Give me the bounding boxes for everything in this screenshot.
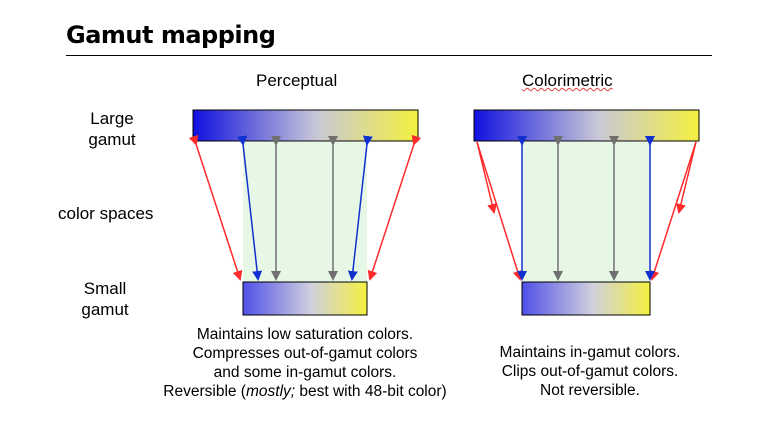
large-gamut-label: Large gamut [72, 108, 152, 150]
colorimetric-caption-line1: Maintains in-gamut colors. [499, 344, 681, 361]
colorimetric-red-arrow-inner-right [649, 141, 697, 281]
colorimetric-in-gamut-region [522, 142, 650, 282]
colorimetric-caption: Maintains in-gamut colors. Clips out-of-… [470, 343, 710, 400]
colorimetric-heading: Colorimetric [522, 70, 613, 91]
small-gamut-line2: gamut [81, 300, 129, 319]
perceptual-diagram [188, 109, 422, 316]
large-gamut-line1: Large [90, 109, 134, 128]
colorimetric-red-arrow-outer-right [676, 141, 697, 214]
small-gamut-label: Small gamut [75, 278, 135, 320]
perceptual-blue-arrow-right [347, 135, 373, 281]
perceptual-small-gamut-bar [242, 281, 368, 316]
perceptual-large-gamut-bar [192, 109, 419, 142]
small-gamut-line1: Small [83, 279, 127, 298]
colorimetric-small-gamut-bar [521, 281, 651, 316]
large-gamut-line2: gamut [88, 130, 136, 149]
perceptual-caption-line4-prefix: Reversible ( [163, 383, 246, 400]
title-divider [66, 55, 712, 56]
colorimetric-red-arrow-inner-left [476, 141, 523, 281]
colorimetric-caption-line3: Not reversible. [540, 382, 640, 399]
perceptual-caption-line3: and some in-gamut colors. [213, 364, 397, 381]
perceptual-caption-line2: Compresses out-of-gamut colors [192, 345, 418, 362]
perceptual-caption-line4-suffix: best with 48-bit color) [295, 383, 447, 400]
perceptual-red-arrow-right [367, 134, 422, 281]
colorimetric-large-gamut-bar [473, 109, 700, 142]
colorimetric-caption-line2: Clips out-of-gamut colors. [501, 363, 679, 380]
perceptual-caption-line4-italic: mostly; [245, 383, 296, 400]
colorimetric-heading-text: Colorimetric [522, 71, 613, 90]
color-spaces-label: color spaces [58, 204, 154, 223]
colorimetric-red-arrow-outer-left [476, 141, 497, 214]
perceptual-red-arrow-left [188, 134, 243, 281]
colorimetric-diagram [473, 109, 700, 316]
slide-title: Gamut mapping [66, 21, 276, 49]
perceptual-caption-line4: Reversible (mostly; best with 48-bit col… [110, 382, 500, 401]
perceptual-caption-line1: Maintains low saturation colors. [196, 326, 414, 343]
perceptual-blue-arrow-left [237, 135, 263, 281]
perceptual-caption: Maintains low saturation colors. Compres… [110, 325, 500, 401]
perceptual-in-gamut-region [243, 142, 367, 282]
perceptual-heading: Perceptual [256, 71, 338, 90]
